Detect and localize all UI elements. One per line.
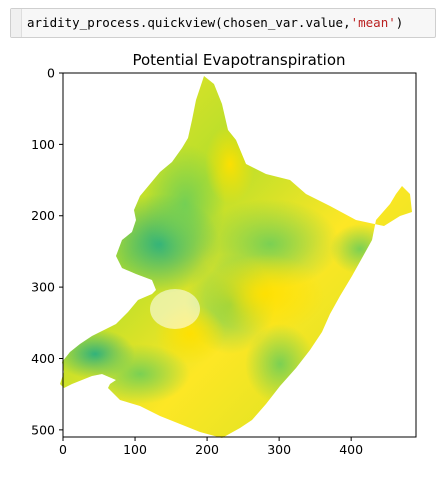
x-tick-label: 300 [267,442,291,457]
y-axis: 0 100 200 300 400 500 [31,66,63,437]
heatmap-region [60,76,412,438]
code-string-arg: 'mean' [350,15,396,30]
code-line[interactable]: aridity_process.quickview(chosen_var.val… [27,15,403,31]
x-tick-label: 0 [59,442,67,457]
code-call: aridity_process.quickview(chosen_var.val… [27,15,351,30]
y-tick-label: 200 [31,208,55,223]
code-close-paren: ) [395,15,404,30]
y-tick-label: 0 [47,66,55,81]
code-cell-gutter [11,9,22,37]
code-cell[interactable]: aridity_process.quickview(chosen_var.val… [10,8,436,38]
y-tick-label: 100 [31,137,55,152]
y-tick-label: 300 [31,280,55,295]
x-tick-label: 100 [123,442,147,457]
plot-frame [62,72,417,438]
x-tick-label: 400 [339,442,363,457]
chart-figure: Potential Evapotranspiration 0 100 200 300 4… [31,51,417,457]
x-axis: 0 100 200 300 400 [59,437,363,457]
y-tick-label: 400 [31,351,55,366]
chart-title: Potential Evapotranspiration [132,51,345,69]
y-tick-label: 500 [31,422,55,437]
x-tick-label: 200 [195,442,219,457]
